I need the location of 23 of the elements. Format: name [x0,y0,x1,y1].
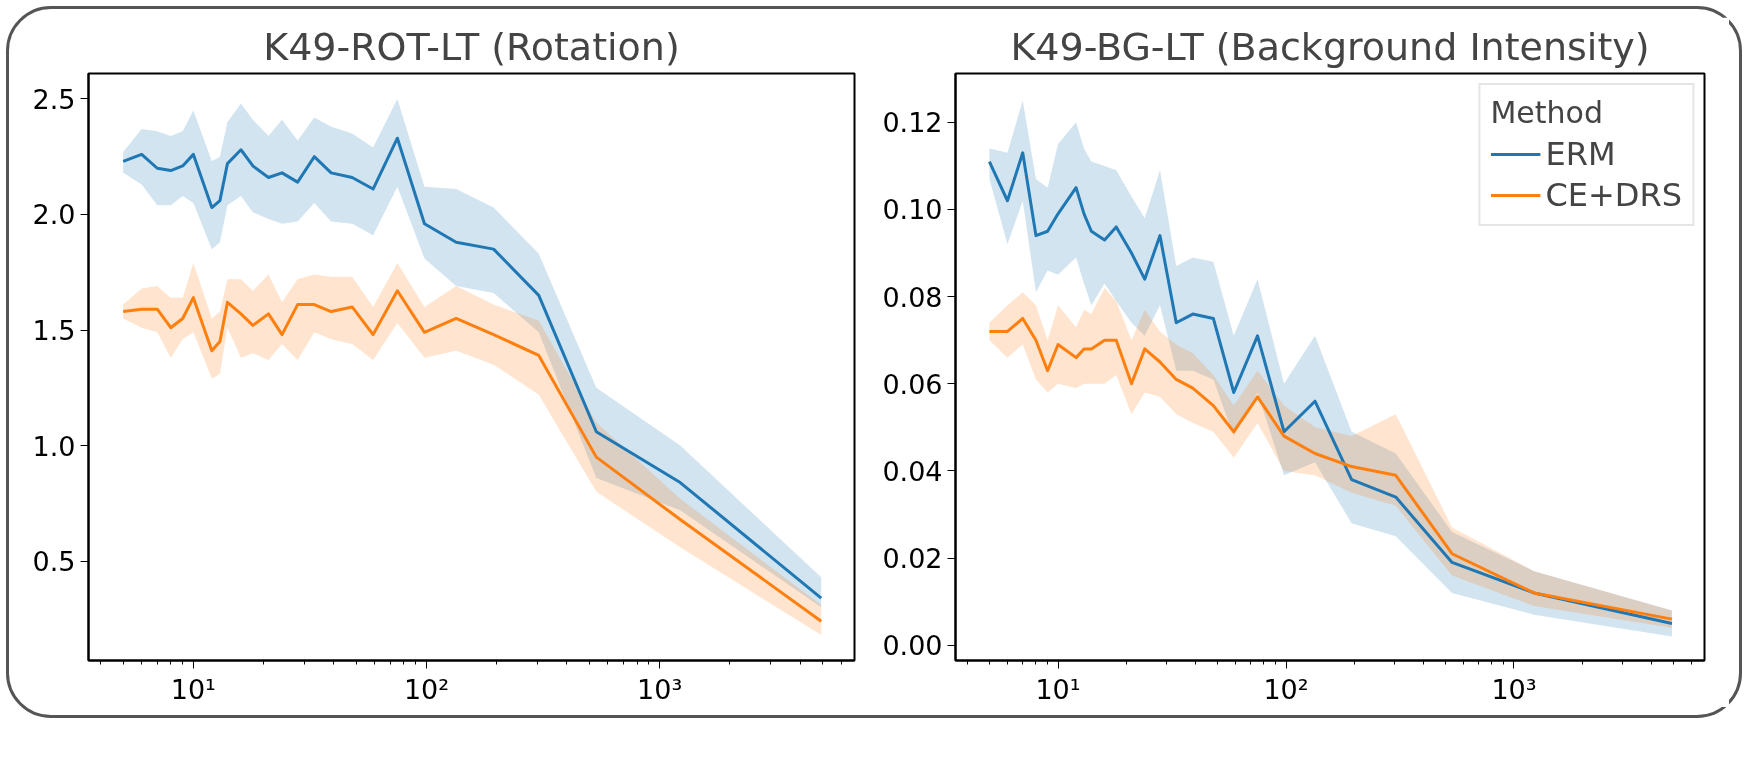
y-tick-label: 1.0 [32,430,76,462]
x-tick-label: 10³ [1491,673,1537,705]
y-tick-label: 2.0 [32,199,76,231]
y-tick-label: 0.08 [882,281,943,313]
y-tick-label: 0.5 [32,546,76,578]
legend-label: ERM [1545,135,1616,173]
x-tick-label: 10² [403,673,450,705]
y-tick-label: 0.12 [882,107,943,139]
x-tick-label: 10³ [637,673,683,705]
legend-label: CE+DRS [1545,176,1682,214]
x-tick-label: 10¹ [1035,673,1081,705]
y-tick-label: 2.5 [32,83,76,115]
chart-title: K49-BG-LT (Background Intensity) [1010,24,1650,69]
y-tick-label: 1.5 [32,315,76,347]
y-tick-label: 0.00 [882,630,943,662]
y-tick-label: 0.02 [882,543,943,575]
legend-title: Method [1490,95,1604,130]
x-tick-label: 10¹ [170,673,216,705]
x-tick-label: 10² [1263,673,1309,705]
y-tick-label: 0.10 [882,194,943,226]
chart-title: K49-ROT-LT (Rotation) [263,24,680,69]
y-tick-label: 0.06 [882,368,943,400]
y-tick-label: 0.04 [882,455,943,487]
